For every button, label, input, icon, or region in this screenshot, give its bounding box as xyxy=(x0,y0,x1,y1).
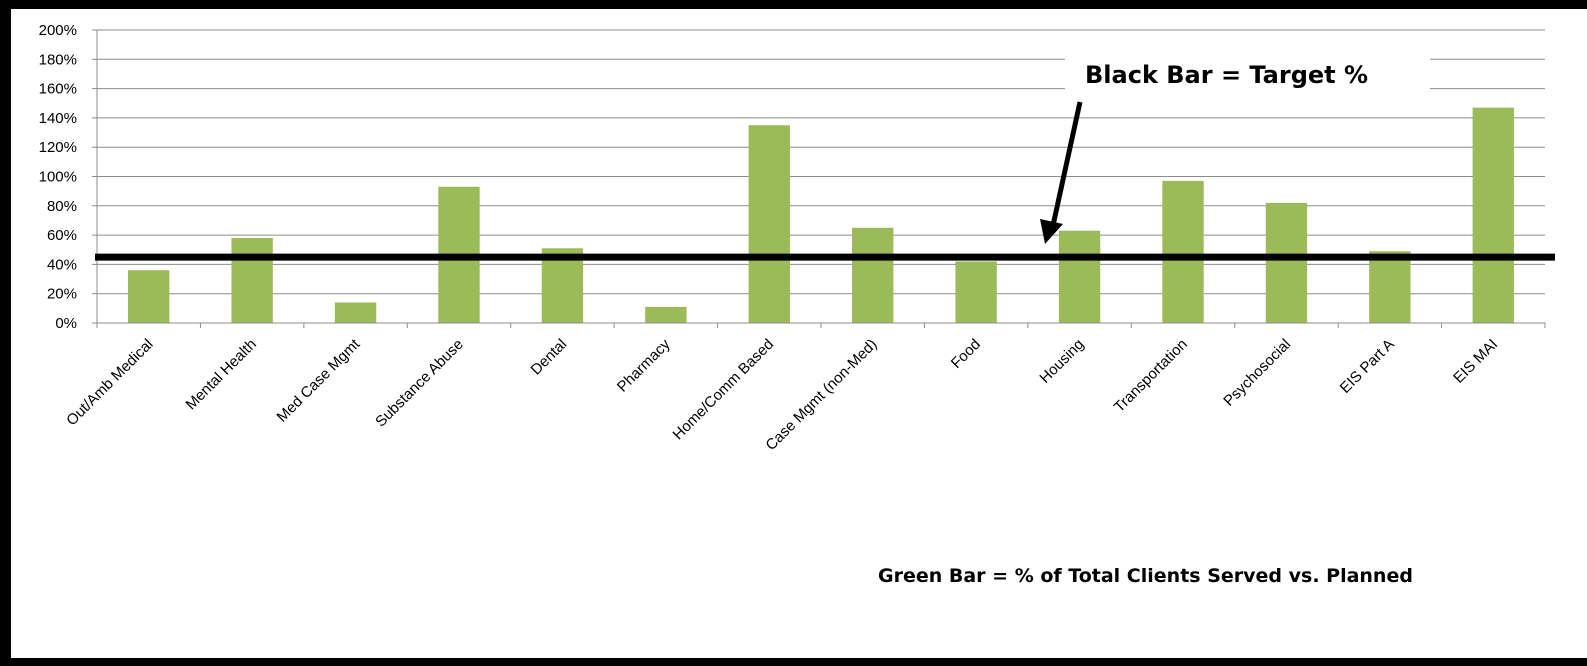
bar xyxy=(1472,107,1514,324)
bar xyxy=(955,261,997,323)
bar xyxy=(1265,202,1308,323)
y-tick-label: 200% xyxy=(39,22,77,39)
y-tick-label: 100% xyxy=(39,169,77,186)
y-tick-label: 140% xyxy=(39,110,77,127)
y-tick-label: 20% xyxy=(47,286,77,303)
x-tick-label: EIS MAI xyxy=(1450,336,1501,387)
series-note: Green Bar = % of Total Clients Served vs… xyxy=(878,565,1413,587)
bar xyxy=(1369,251,1411,323)
arrow xyxy=(1040,101,1083,244)
bar xyxy=(645,306,687,323)
y-tick-label: 80% xyxy=(47,198,77,215)
x-tick-label: Transportation xyxy=(1111,336,1191,416)
y-tick-label: 120% xyxy=(39,139,77,156)
bar xyxy=(541,248,584,323)
bar xyxy=(231,238,273,323)
bar xyxy=(852,227,894,323)
y-tick-label: 160% xyxy=(39,81,77,98)
y-tick-label: 40% xyxy=(47,256,77,273)
x-tick-label: Psychosocial xyxy=(1220,336,1294,410)
y-tick-label: 60% xyxy=(47,227,77,244)
x-tick-label: Out/Amb Medical xyxy=(63,336,156,429)
bar xyxy=(128,270,170,323)
x-tick-label: Mental Health xyxy=(182,336,259,413)
bars xyxy=(128,107,1514,324)
bar xyxy=(1058,230,1101,323)
bar xyxy=(334,302,377,323)
y-tick-label: 0% xyxy=(55,315,77,332)
x-tick-label: Substance Abuse xyxy=(372,336,467,431)
y-tick-label: 180% xyxy=(39,51,77,68)
x-tick-label: Food xyxy=(948,336,984,372)
x-tick-label: Med Case Mgmt xyxy=(274,335,364,425)
target-note-box xyxy=(1065,56,1430,100)
x-tick-label: Home/Comm Based xyxy=(670,336,778,444)
x-tick-label: Housing xyxy=(1036,336,1087,387)
x-tick-label: Pharmacy xyxy=(614,335,674,395)
x-tick-label: Dental xyxy=(528,336,571,379)
bar xyxy=(1162,180,1204,323)
x-tick-label: Case Mgmt (non-Med) xyxy=(762,336,880,454)
target-note: Black Bar = Target % xyxy=(1085,61,1368,89)
bar xyxy=(748,125,790,323)
x-tick-label: EIS Part A xyxy=(1337,336,1398,397)
